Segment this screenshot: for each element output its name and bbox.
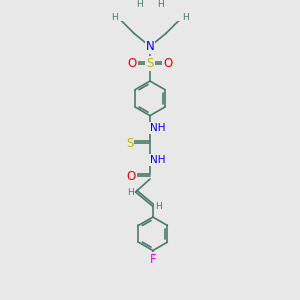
Text: H: H [182,13,189,22]
Text: F: F [150,253,156,266]
Text: O: O [127,170,136,183]
Text: S: S [126,136,134,149]
Text: NH: NH [150,155,166,165]
Text: S: S [146,57,154,70]
Text: H: H [155,202,161,211]
Text: H: H [127,188,134,196]
Text: H: H [111,13,118,22]
Text: O: O [128,57,137,70]
Text: O: O [163,57,172,70]
Text: H: H [136,0,143,9]
Text: N: N [146,40,154,53]
Text: H: H [157,0,164,9]
Text: NH: NH [150,123,166,133]
